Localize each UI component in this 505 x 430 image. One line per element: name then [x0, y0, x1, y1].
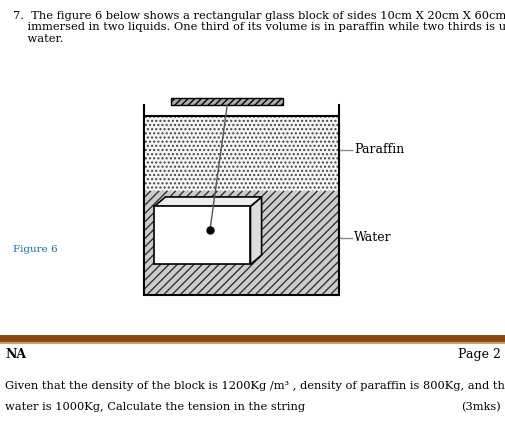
Text: Given that the density of the block is 1200Kg /m³ , density of paraffin is 800Kg: Given that the density of the block is 1… — [5, 381, 505, 390]
Bar — [144, 116, 338, 295]
Bar — [144, 116, 338, 191]
Text: water is 1000Kg, Calculate the tension in the string: water is 1000Kg, Calculate the tension i… — [5, 402, 305, 412]
Bar — [154, 206, 250, 264]
Text: (3mks): (3mks) — [460, 402, 500, 412]
Text: Page 2: Page 2 — [457, 348, 500, 361]
Text: 7.  The figure 6 below shows a rectangular glass block of sides 10cm X 20cm X 60: 7. The figure 6 below shows a rectangula… — [13, 11, 505, 44]
Text: Figure 6: Figure 6 — [13, 245, 57, 254]
Text: Paraffin: Paraffin — [354, 143, 403, 157]
Polygon shape — [250, 197, 261, 264]
Bar — [171, 98, 283, 105]
Text: NA: NA — [5, 348, 26, 361]
Polygon shape — [154, 197, 261, 206]
Bar — [144, 191, 338, 295]
Text: Water: Water — [354, 231, 391, 244]
